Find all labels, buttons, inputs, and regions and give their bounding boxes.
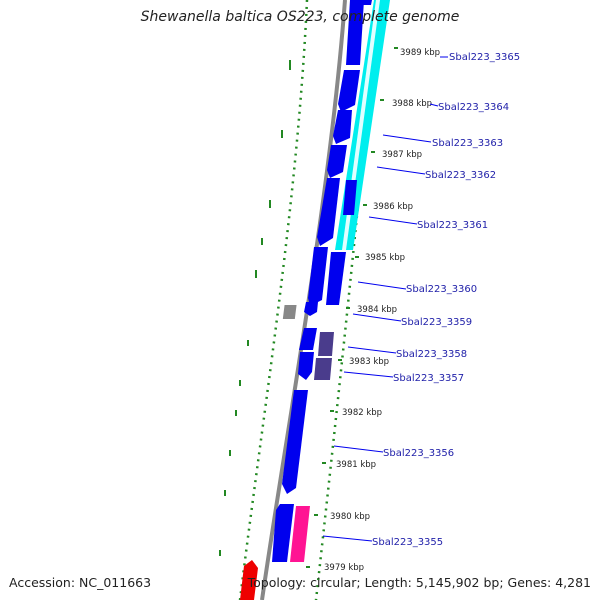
gene-label[interactable]: Sbal223_3361 — [417, 220, 488, 231]
blast-grey-segment — [282, 305, 297, 319]
gene-label[interactable]: Sbal223_3357 — [393, 373, 464, 384]
gene-label[interactable]: Sbal223_3360 — [406, 284, 477, 295]
blast-weak-hit-1 — [318, 332, 334, 356]
kbp-label: 3985 kbp — [365, 253, 405, 263]
gene-label[interactable]: Sbal223_3365 — [449, 52, 520, 63]
kbp-label: 3984 kbp — [357, 305, 397, 315]
kbp-label: 3981 kbp — [336, 460, 376, 470]
kbp-label: 3982 kbp — [342, 408, 382, 418]
kbp-label: 3989 kbp — [400, 48, 440, 58]
map-title: Shewanella baltica OS223, complete genom… — [140, 9, 460, 25]
genome-summary: Topology: circular; Length: 5,145,902 bp… — [247, 575, 591, 590]
kbp-label: 3979 kbp — [324, 563, 364, 573]
kbp-label: 3980 kbp — [330, 512, 370, 522]
kbp-labels: 3989 kbp 3988 kbp 3987 kbp 3986 kbp 3985… — [324, 48, 440, 573]
kbp-label: 3988 kbp — [392, 99, 432, 109]
kbp-label: 3986 kbp — [373, 202, 413, 212]
kbp-ticks — [306, 47, 398, 568]
kbp-label: 3987 kbp — [382, 150, 422, 160]
gene-labels: Sbal223_3365 Sbal223_3364 Sbal223_3363 S… — [372, 52, 520, 548]
gene-label[interactable]: Sbal223_3359 — [401, 317, 472, 328]
cds-features — [272, 0, 372, 562]
gc-content-ring — [238, 0, 309, 600]
accession-text: Accession: NC_011663 — [9, 575, 152, 590]
gene-label[interactable]: Sbal223_3362 — [425, 170, 496, 181]
gene-label[interactable]: Sbal223_3363 — [432, 138, 503, 149]
rna-feature — [240, 560, 258, 600]
gene-label[interactable]: Sbal223_3358 — [396, 349, 467, 360]
gc-content-dashes — [219, 60, 291, 556]
other-hit-segment — [290, 506, 310, 562]
kbp-label: 3983 kbp — [349, 357, 389, 367]
gene-label[interactable]: Sbal223_3364 — [438, 102, 509, 113]
gene-label[interactable]: Sbal223_3356 — [383, 448, 454, 459]
gene-label[interactable]: Sbal223_3355 — [372, 537, 443, 548]
blast-weak-hit-2 — [314, 358, 332, 380]
gene-leader-lines — [322, 56, 448, 542]
